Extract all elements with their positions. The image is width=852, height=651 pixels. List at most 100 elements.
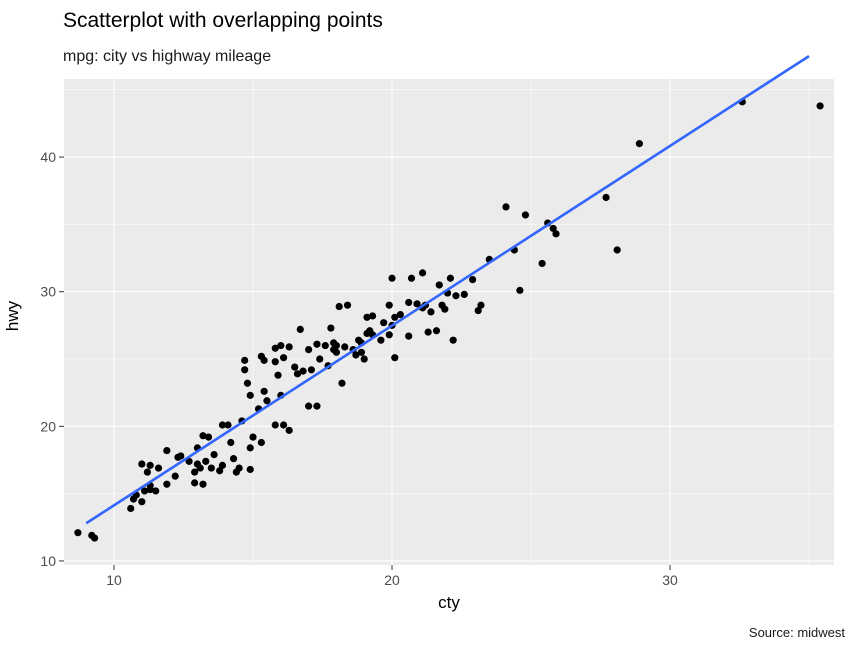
scatter-point [191,479,199,487]
chart-title: Scatterplot with overlapping points [63,9,383,32]
scatter-point [549,224,557,233]
scatter-point [296,325,304,334]
scatter-point [246,465,254,474]
scatter-point [357,348,366,356]
scatter-point [391,354,399,362]
y-tick-label: 30 [40,284,56,300]
scatter-point [127,504,135,513]
scatter-point [263,397,271,405]
scatter-point [257,438,265,447]
scatter-point [260,356,268,364]
scatter-point [352,351,360,359]
scatter-point [385,331,393,339]
scatter-point [199,432,207,440]
scatter-point [241,356,249,364]
scatter-point [154,464,163,472]
scatter-point [477,301,485,309]
scatter-point [338,379,346,387]
scatter-point [185,457,193,465]
scatter-point [271,358,279,366]
scatter-point [216,467,224,475]
scatter-point [224,421,232,429]
y-tick-label: 10 [40,553,56,569]
scatter-point [385,301,393,309]
scatter-point [377,336,385,344]
scatter-point [235,464,243,472]
x-axis-title: cty [438,593,460,612]
scatter-point [552,230,560,238]
scatter-point [246,391,254,399]
scatter-point [152,487,160,495]
scatter-point [327,324,335,332]
scatter-point [332,348,341,356]
scatter-point [191,468,199,476]
scatter-point [243,379,252,387]
scatter-point [285,426,293,434]
scatter-point [171,472,179,480]
scatter-point [138,498,146,506]
scatter-point [143,468,151,476]
scatter-point [305,402,313,410]
scatter-point [516,286,524,294]
scatter-point [277,341,285,350]
grid-lines [64,79,834,565]
scatter-point [435,281,443,289]
scatter-point [260,387,268,395]
scatter-point [380,319,388,327]
scatter-point [305,345,313,354]
scatter-point [363,313,371,321]
scatter-point [424,328,432,336]
scatter-point [635,140,644,148]
regression-line [85,55,810,525]
scatter-point [316,355,324,363]
scatter-point [538,259,546,268]
scatter-point [163,446,171,455]
scatter-point [291,363,299,371]
scatter-point [335,302,343,311]
scatter-point [405,332,413,340]
scatter-point [469,275,477,284]
scatter-point [90,534,99,542]
scatter-point [249,433,257,441]
y-tick-label: 20 [40,418,56,434]
scatter-point [246,444,254,452]
scatter-point [474,306,482,315]
scatter-point [299,367,307,375]
scatter-point [280,354,288,362]
scatter-point [280,421,288,429]
scatter-point [271,421,279,429]
scatter-point [396,310,404,319]
scatter-point [332,341,341,350]
scatter-point [141,487,149,495]
scatter-point [446,274,454,282]
scatter-point [313,340,321,348]
scatter-point [241,366,249,374]
scatter-point [405,298,413,307]
scatter-point [227,438,235,447]
scatter-point [413,300,421,308]
plot-panel [64,79,834,565]
scatter-point [343,301,352,309]
scatter-point [449,336,457,344]
scatter-point [177,452,185,460]
scatter-point [199,480,207,488]
y-tick-label: 40 [40,149,56,165]
scatter-point [452,292,460,300]
y-axis-title: hwy [3,300,22,331]
chart-caption: Source: midwest [749,625,845,640]
scatter-point [202,457,210,465]
scatter-point [441,305,449,313]
scatter-point [313,402,321,410]
scatter-point [138,460,146,468]
smooth-line [85,55,810,525]
scatter-point [391,313,399,321]
scatter-point [218,461,227,469]
x-tick-label: 20 [384,572,400,588]
scatter-point [360,355,368,363]
scatter-point [293,370,302,378]
scatter-point [418,269,427,277]
scatter-point [207,464,215,472]
scatter-point [271,344,279,352]
scatter-point [613,246,621,254]
